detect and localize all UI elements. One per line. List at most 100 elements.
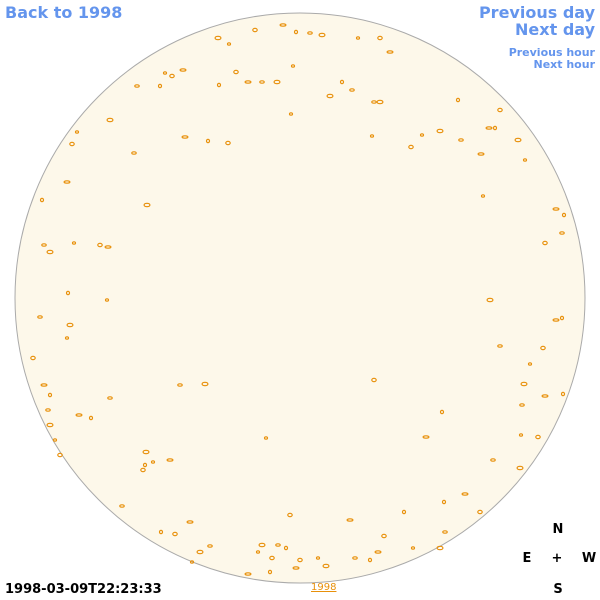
contour [88,415,94,421]
contour [47,392,53,398]
contour [497,344,503,348]
compass-west: W [581,551,597,566]
contour [158,529,164,535]
compass-center: + [551,551,563,566]
contour [162,71,168,75]
contour [520,381,528,387]
contour [288,112,294,116]
next-hour-link[interactable]: Next hour [533,58,596,71]
contour [514,137,522,143]
contour [442,530,448,534]
contour [436,128,444,134]
back-link[interactable]: Back to 1998 [5,3,123,22]
contour [346,518,354,522]
contour [371,377,377,383]
contour [41,243,47,247]
contour [181,135,189,139]
previous-day-link[interactable]: Previous day [478,3,595,22]
contour [207,544,213,548]
contour [497,107,503,113]
contour [367,557,373,563]
contour [140,467,146,473]
contour [455,97,461,103]
contour [439,409,445,415]
contour [552,207,560,211]
magnetic-contours [30,23,567,576]
contour [104,245,112,249]
contour [516,465,524,471]
contour [226,42,232,46]
contour [315,556,321,560]
contour [64,336,70,340]
contour [386,50,394,54]
contour [169,73,175,79]
contour [97,242,103,248]
contour [275,543,281,547]
contour [339,79,345,85]
compass-east: E [522,551,532,566]
contour [267,569,273,575]
contour [560,391,566,397]
contour [30,355,36,361]
contour [244,572,252,576]
contour [279,23,287,27]
contour [142,449,150,455]
previous-hour-link[interactable]: Previous hour [508,46,595,59]
contour [559,315,565,321]
next-day-link[interactable]: Next day [515,20,595,39]
contour [486,297,494,303]
contour [541,394,549,398]
contour [559,231,565,235]
contour [552,318,560,322]
contour [535,434,541,440]
contour [258,542,266,548]
contour [371,100,377,104]
contour [477,509,483,515]
contour [63,180,71,184]
timestamp: 1998-03-09T22:23:33 [5,582,162,597]
contour [293,29,299,35]
contour [322,563,330,569]
contour [45,408,51,412]
contour [480,194,486,198]
contour [381,533,387,539]
contour [522,158,528,162]
contour [273,79,281,85]
contour [377,35,383,41]
contour [69,141,75,147]
contour [214,35,222,41]
contour [142,462,148,468]
contour [263,436,269,440]
compass-south: S [553,582,563,597]
contour [287,512,293,518]
contour [492,125,498,131]
contour [326,93,334,99]
contour [352,556,358,560]
contour [75,413,83,417]
contour [307,31,313,35]
contour [40,383,48,387]
contour [172,531,178,537]
contour [410,546,416,550]
contour [441,499,447,505]
compass-north: N [552,522,564,537]
contour [419,133,425,137]
contour [490,458,496,462]
year-link[interactable]: 1998 [311,582,337,593]
contour [374,550,382,554]
contour [518,433,524,437]
contour [52,438,58,442]
contour [225,140,231,146]
contour [57,452,63,458]
contour [131,151,137,155]
contour [233,69,239,75]
contour [259,80,265,84]
contour [561,212,567,218]
contour [196,549,204,555]
contour [297,557,303,563]
contour [436,545,444,551]
contour [458,138,464,142]
contour [37,315,43,319]
contour [157,83,163,89]
